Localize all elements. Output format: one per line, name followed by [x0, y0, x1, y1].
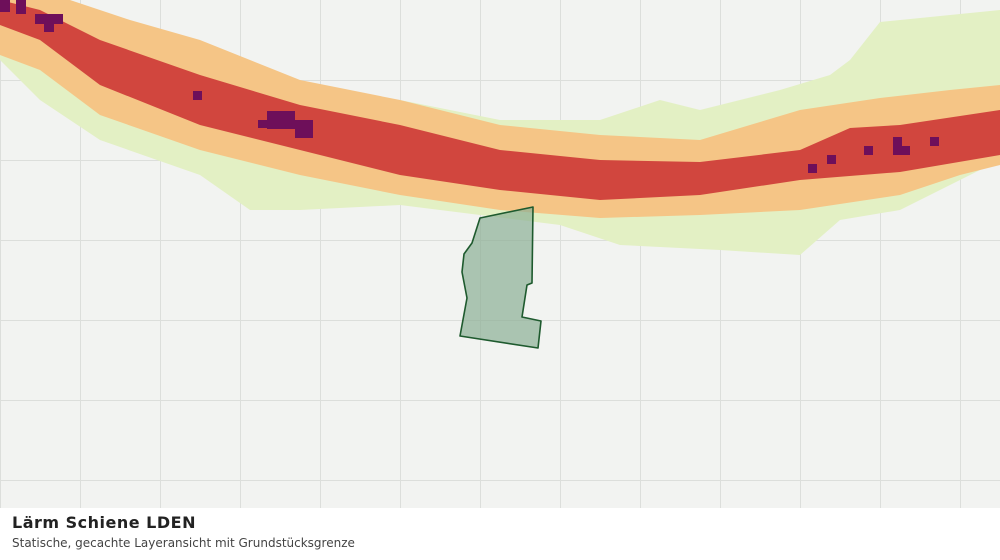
map: [0, 0, 1000, 508]
parcel-boundary: [459, 206, 542, 349]
map-title: Lärm Schiene LDEN: [12, 513, 196, 532]
map-subtitle: Statische, gecachte Layeransicht mit Gru…: [12, 536, 355, 550]
noise-zone-very-high: [0, 0, 939, 173]
